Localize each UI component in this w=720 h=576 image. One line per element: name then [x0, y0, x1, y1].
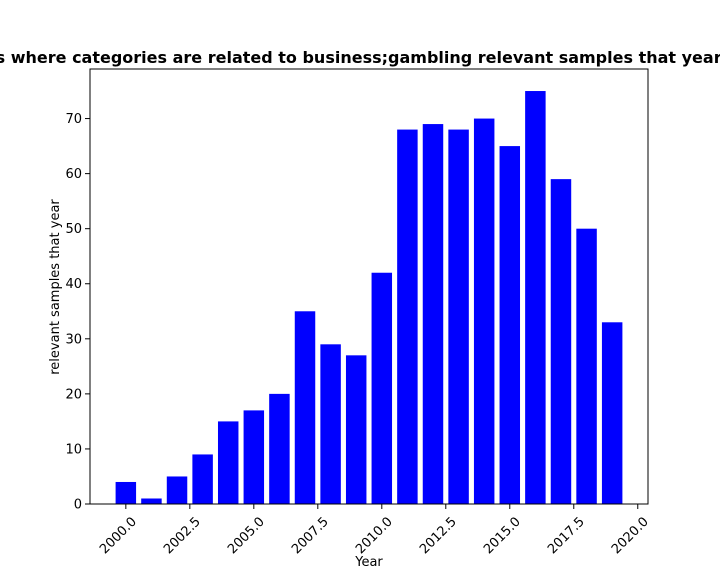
bar-2012 [422, 124, 444, 504]
y-tick-label: 20 [65, 387, 82, 402]
bar-2000 [115, 481, 137, 504]
x-axis-label: Year [354, 555, 383, 570]
bar-series [115, 91, 623, 505]
y-tick-label: 30 [65, 332, 82, 347]
y-tick-label: 0 [74, 498, 82, 513]
bar-2003 [192, 454, 213, 504]
bar-2017 [550, 179, 572, 504]
bar-2019 [601, 322, 623, 504]
bar-2001 [141, 498, 162, 504]
y-tick-label: 10 [65, 442, 82, 457]
y-tick-label: 60 [65, 167, 82, 182]
bar-2008 [320, 344, 341, 504]
bar-2011 [397, 129, 418, 504]
bar-2018 [576, 228, 597, 505]
y-tick-label: 70 [65, 112, 82, 127]
bar-2013 [448, 129, 469, 504]
bar-2016 [525, 91, 546, 504]
y-tick-label: 40 [65, 277, 82, 292]
bar-2009 [345, 355, 367, 504]
bar-2015 [499, 146, 521, 504]
bar-2014 [473, 118, 495, 505]
y-axis: 0 10 20 30 40 50 60 70 [65, 112, 90, 513]
bar-2010 [371, 272, 393, 504]
plot-frame [89, 68, 649, 505]
bar-2004 [217, 421, 239, 504]
y-axis-label: relevant samples that year [48, 199, 63, 375]
chart-title: Number of samples where categories are r… [0, 48, 720, 67]
bar-2005 [243, 410, 265, 504]
y-tick-label: 50 [65, 222, 82, 237]
bar-2002 [166, 476, 188, 504]
bar-2007 [294, 311, 316, 504]
bar-2006 [269, 393, 290, 504]
